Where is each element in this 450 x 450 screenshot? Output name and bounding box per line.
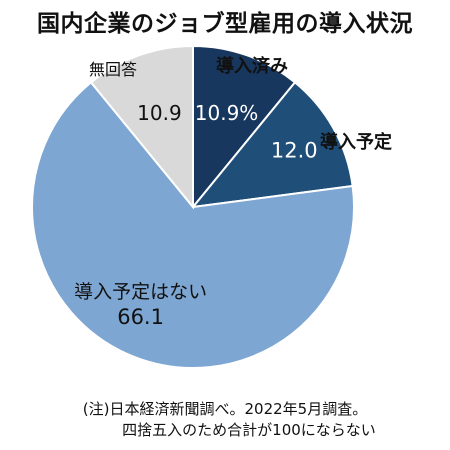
slice-4-wedge xyxy=(89,44,194,210)
slice-2-wedge xyxy=(190,80,354,209)
footnote-line-1: (注)日本経済新聞調べ。2022年5月調査。 xyxy=(82,400,368,418)
slice-value-2: 12.0 xyxy=(271,139,318,163)
slice-label-1: 導入済み xyxy=(216,55,288,77)
slice-value-4: 10.9 xyxy=(137,101,182,125)
slice-3-wedge xyxy=(31,80,355,369)
slice-value-1: 10.9% xyxy=(195,101,259,125)
slice-label-not-planned: 導入予定はない xyxy=(74,281,207,303)
footnote-line-2: 四捨五入のため合計が100にならない xyxy=(122,421,376,439)
slice-label-4: 無回答 xyxy=(89,60,137,79)
slice-value-not-planned: 66.1 xyxy=(117,305,164,329)
chart-title: 国内企業のジョブ型雇用の導入状況 xyxy=(37,11,413,37)
slice-1-wedge xyxy=(192,44,297,210)
slice-label-2: 導入予定 xyxy=(320,131,392,153)
